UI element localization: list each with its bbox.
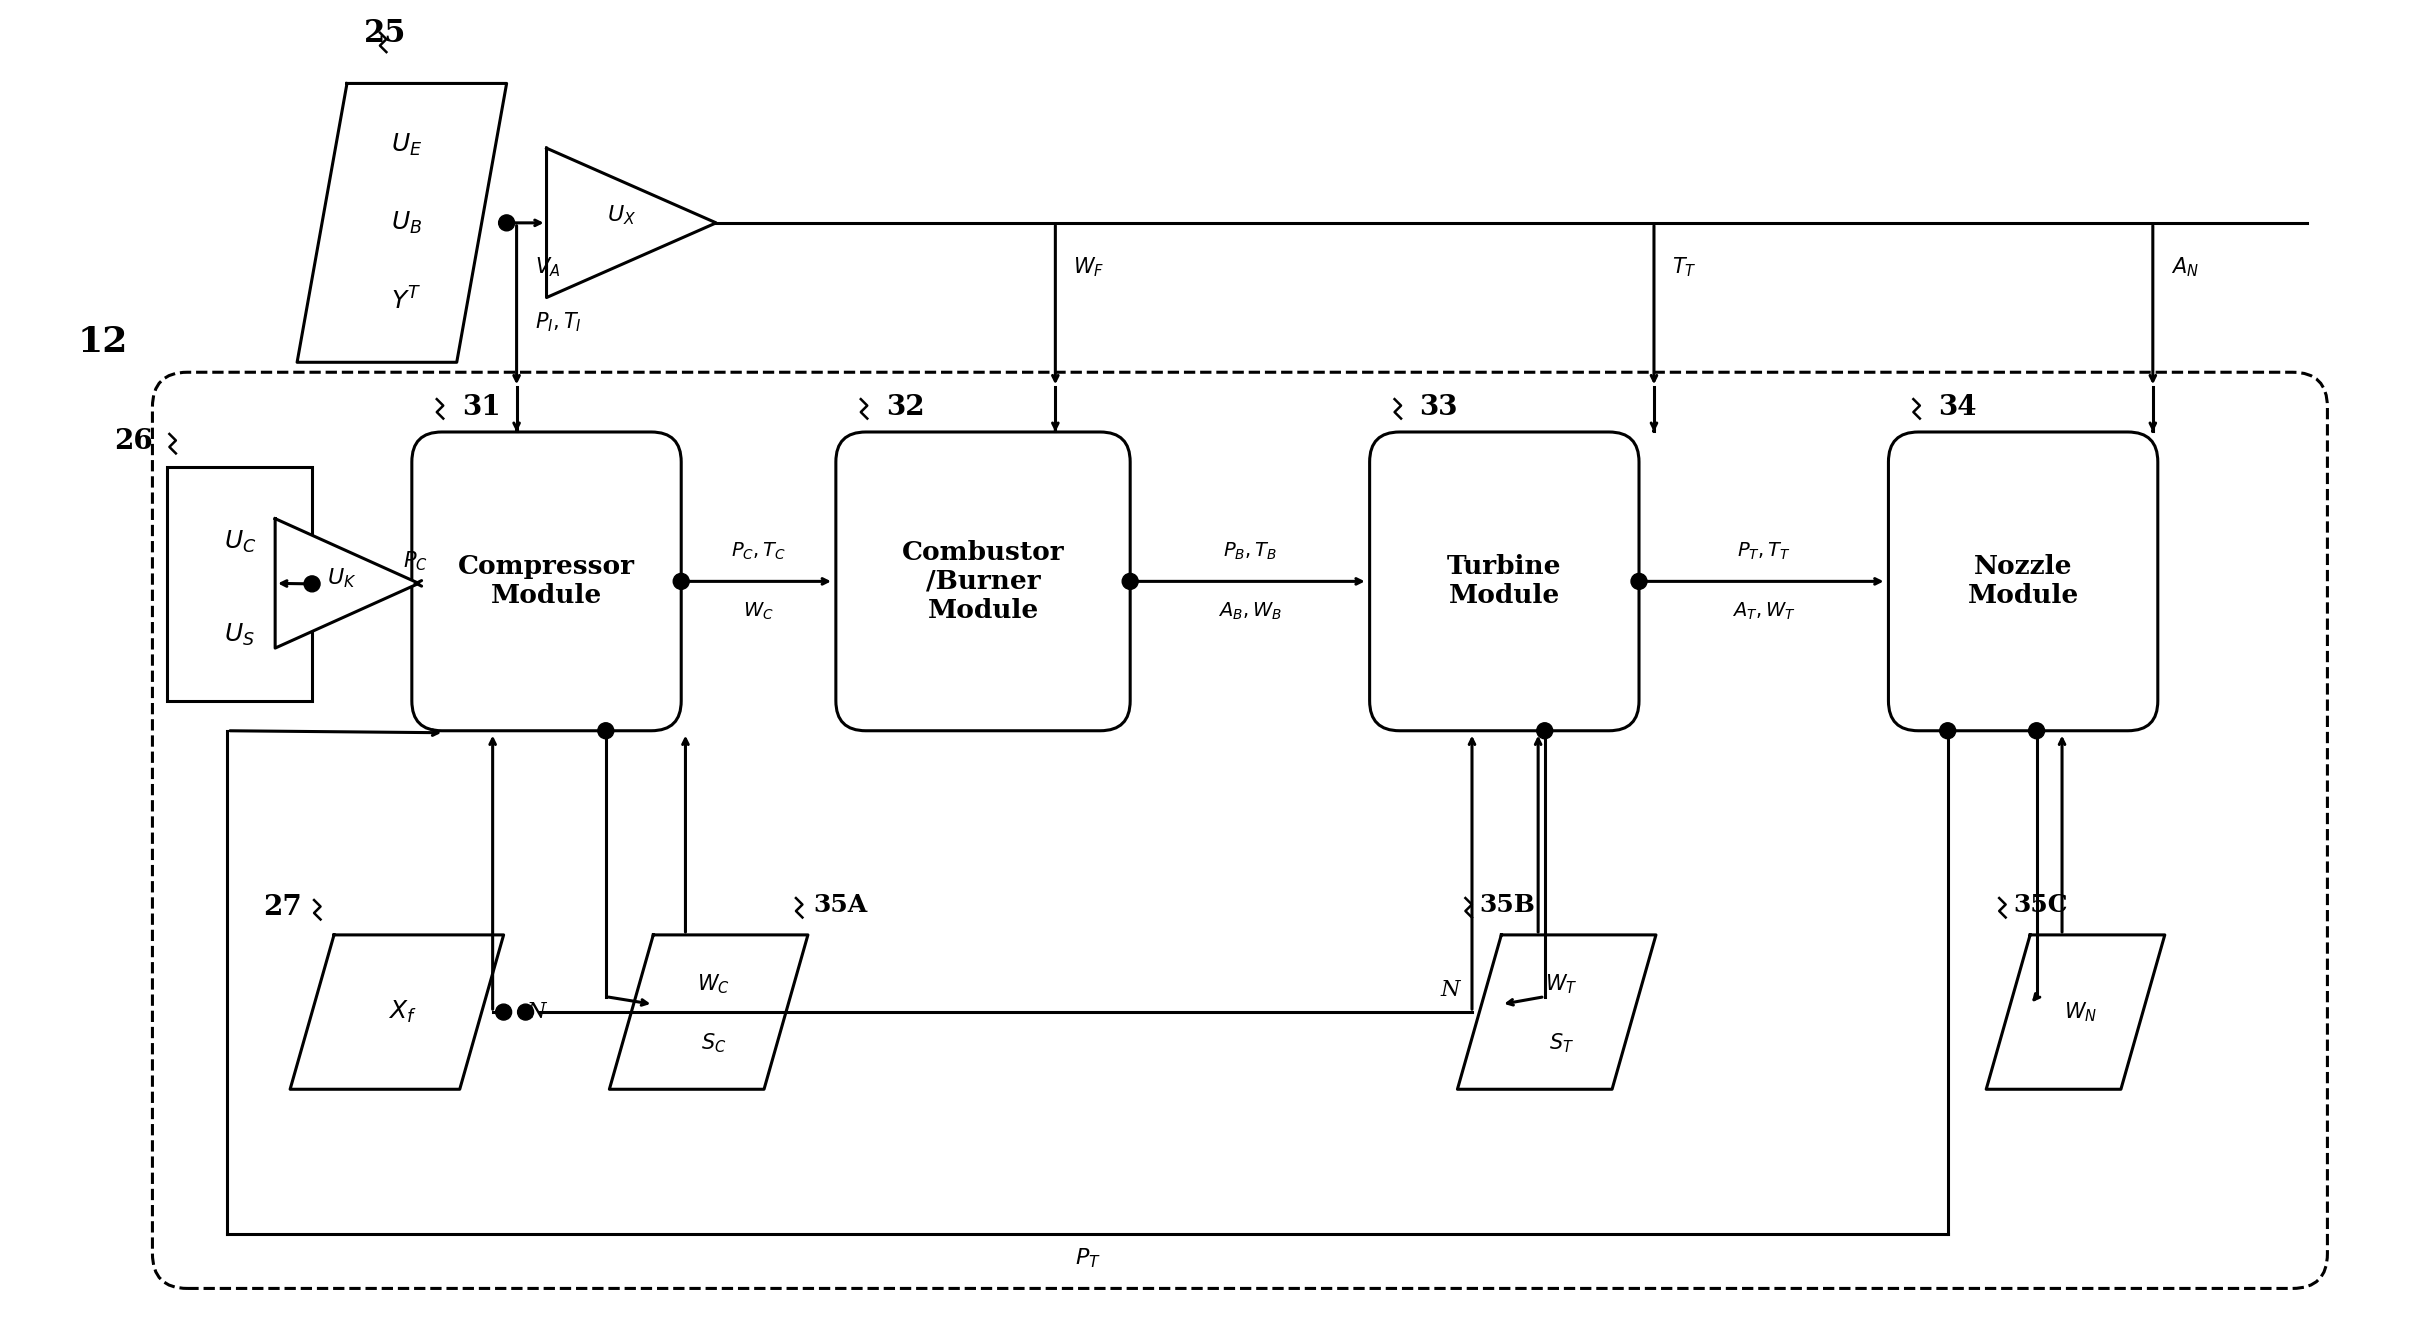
Circle shape [498,215,515,231]
Text: $U_C$: $U_C$ [222,528,256,555]
Polygon shape [1457,935,1656,1089]
Polygon shape [290,935,503,1089]
Text: 31: 31 [462,394,500,421]
Text: $P_I, T_I$: $P_I, T_I$ [534,311,582,334]
Text: $W_C$: $W_C$ [696,972,730,996]
Circle shape [1537,723,1552,739]
Text: $P_C, T_C$: $P_C, T_C$ [730,540,786,562]
Circle shape [597,723,614,739]
Circle shape [1631,574,1646,589]
Text: $P_B, T_B$: $P_B, T_B$ [1223,540,1276,562]
Text: $A_B, W_B$: $A_B, W_B$ [1218,601,1281,622]
Text: N: N [1441,979,1460,1002]
Polygon shape [609,935,807,1089]
Circle shape [305,575,319,591]
Text: $U_S$: $U_S$ [225,622,256,649]
FancyBboxPatch shape [152,373,2328,1289]
Text: 35B: 35B [1479,893,1535,917]
Text: $S_T$: $S_T$ [1549,1031,1573,1055]
Text: $P_C$: $P_C$ [404,550,428,573]
Text: $A_N$: $A_N$ [2170,256,2199,279]
Text: $W_T$: $W_T$ [1544,972,1578,996]
Text: $X_f$: $X_f$ [387,999,416,1025]
Text: $T_T$: $T_T$ [1673,256,1697,279]
Text: 25: 25 [363,19,406,50]
Polygon shape [276,519,418,648]
Text: $W_C$: $W_C$ [742,601,773,622]
Text: 34: 34 [1938,394,1977,421]
Text: $U_B$: $U_B$ [392,209,423,236]
Text: $S_C$: $S_C$ [701,1031,728,1055]
Polygon shape [297,83,508,362]
FancyBboxPatch shape [836,432,1131,731]
Text: 33: 33 [1419,394,1457,421]
Text: 27: 27 [263,893,302,920]
Text: Combustor
/Burner
Module: Combustor /Burner Module [902,540,1063,622]
Text: $W_N$: $W_N$ [2064,1000,2098,1025]
Text: 26: 26 [114,429,152,456]
Circle shape [517,1004,534,1021]
Text: $U_X$: $U_X$ [607,202,636,227]
Polygon shape [546,148,715,298]
Text: 35C: 35C [2013,893,2069,917]
FancyBboxPatch shape [1888,432,2158,731]
Text: 32: 32 [885,394,923,421]
FancyBboxPatch shape [1370,432,1639,731]
Bar [167,467,312,701]
Text: Nozzle
Module: Nozzle Module [1967,554,2079,609]
Text: Turbine
Module: Turbine Module [1448,554,1561,609]
Polygon shape [1987,935,2166,1089]
Circle shape [495,1004,512,1021]
Text: Compressor
Module: Compressor Module [459,554,636,609]
Text: $P_T, T_T$: $P_T, T_T$ [1738,540,1791,562]
Text: N: N [527,1002,546,1023]
Text: $P_T$: $P_T$ [1076,1247,1100,1270]
Text: 35A: 35A [812,893,868,917]
Circle shape [1941,723,1955,739]
Text: $W_F$: $W_F$ [1073,256,1105,279]
Text: $U_E$: $U_E$ [392,131,423,158]
Circle shape [674,574,689,589]
Text: $U_K$: $U_K$ [326,567,358,590]
Circle shape [2028,723,2045,739]
FancyBboxPatch shape [411,432,682,731]
Text: $Y^T$: $Y^T$ [392,287,423,315]
Text: $V_A$: $V_A$ [534,256,561,279]
Text: 12: 12 [77,326,128,359]
Text: $A_T, W_T$: $A_T, W_T$ [1733,601,1796,622]
Circle shape [1121,574,1138,589]
